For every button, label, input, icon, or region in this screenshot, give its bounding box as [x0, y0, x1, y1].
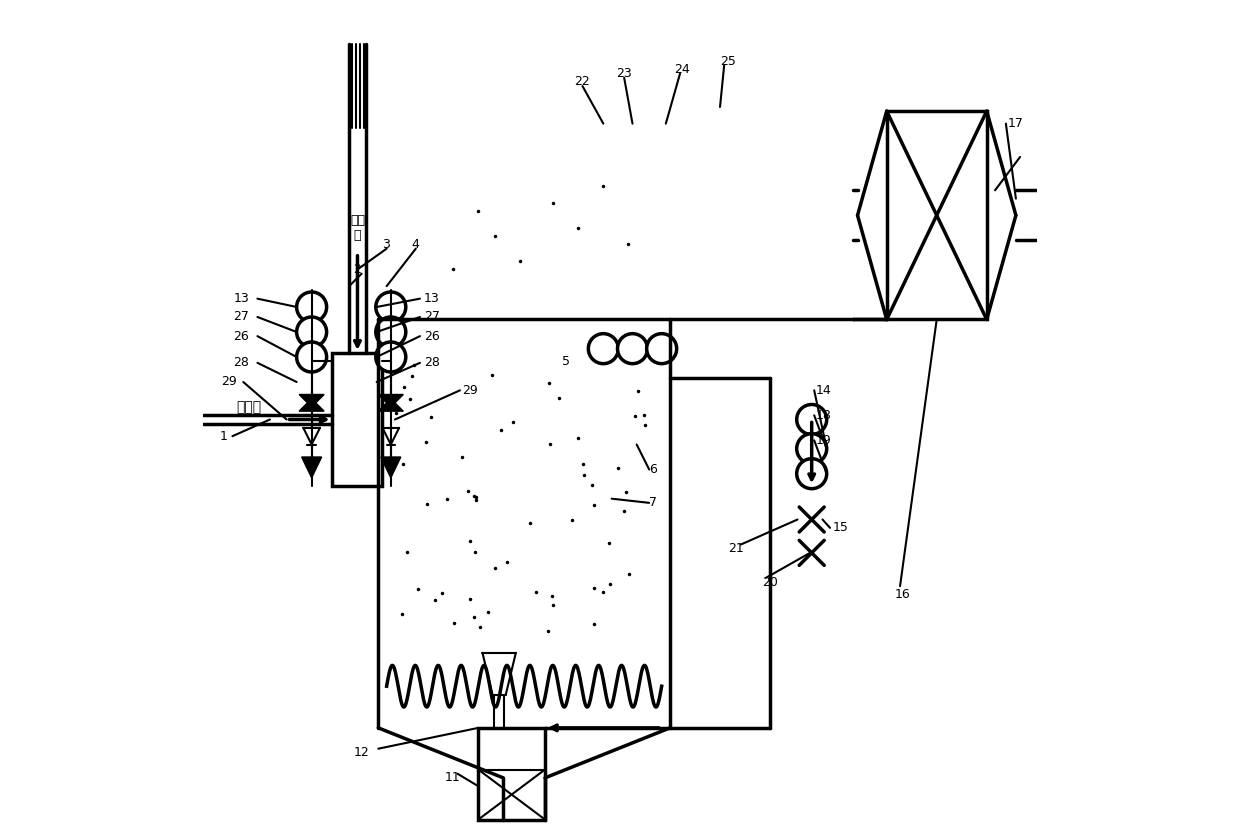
Text: 28: 28 — [233, 357, 249, 369]
Circle shape — [796, 404, 827, 435]
Text: 15: 15 — [832, 521, 848, 534]
Circle shape — [796, 434, 827, 464]
Bar — [332, 353, 382, 486]
Polygon shape — [299, 399, 324, 411]
Text: 22: 22 — [574, 76, 590, 88]
Text: 13: 13 — [424, 292, 440, 305]
Circle shape — [296, 342, 326, 372]
Text: 6: 6 — [650, 463, 657, 476]
Circle shape — [376, 342, 405, 372]
Polygon shape — [381, 457, 401, 478]
Text: 11: 11 — [445, 771, 461, 784]
Circle shape — [296, 317, 326, 347]
Text: 17: 17 — [1008, 117, 1023, 130]
Bar — [887, 111, 987, 320]
Circle shape — [376, 317, 405, 347]
Text: 4: 4 — [412, 238, 419, 251]
Text: 12: 12 — [353, 747, 370, 759]
Text: 18: 18 — [816, 409, 832, 422]
Text: 27: 27 — [424, 310, 440, 324]
Text: 二次
风: 二次 风 — [350, 214, 365, 242]
Circle shape — [588, 334, 619, 363]
Text: 28: 28 — [424, 357, 440, 369]
Text: 一次风: 一次风 — [237, 400, 262, 414]
Polygon shape — [378, 394, 403, 407]
Text: 16: 16 — [895, 588, 911, 601]
Text: 20: 20 — [761, 576, 777, 588]
Circle shape — [618, 334, 647, 363]
Circle shape — [647, 334, 677, 363]
Text: 26: 26 — [233, 330, 249, 342]
Text: 26: 26 — [424, 330, 440, 342]
Text: 14: 14 — [816, 383, 832, 397]
Polygon shape — [299, 394, 324, 407]
Text: 24: 24 — [675, 63, 689, 76]
Text: 1: 1 — [219, 430, 228, 443]
Bar — [479, 728, 546, 820]
Polygon shape — [301, 457, 321, 478]
Text: 7: 7 — [650, 497, 657, 509]
Text: 29: 29 — [221, 376, 237, 388]
Text: 21: 21 — [728, 542, 744, 555]
Text: 13: 13 — [233, 292, 249, 305]
Text: 2: 2 — [353, 263, 361, 276]
Text: 29: 29 — [461, 383, 477, 397]
Circle shape — [296, 292, 326, 322]
Text: 25: 25 — [720, 55, 735, 68]
Text: 3: 3 — [382, 238, 391, 251]
Text: 19: 19 — [816, 434, 832, 447]
Text: 5: 5 — [562, 355, 569, 367]
Text: 27: 27 — [233, 310, 249, 324]
Circle shape — [376, 292, 405, 322]
Polygon shape — [378, 399, 403, 411]
Circle shape — [796, 459, 827, 488]
Text: 23: 23 — [616, 67, 631, 80]
